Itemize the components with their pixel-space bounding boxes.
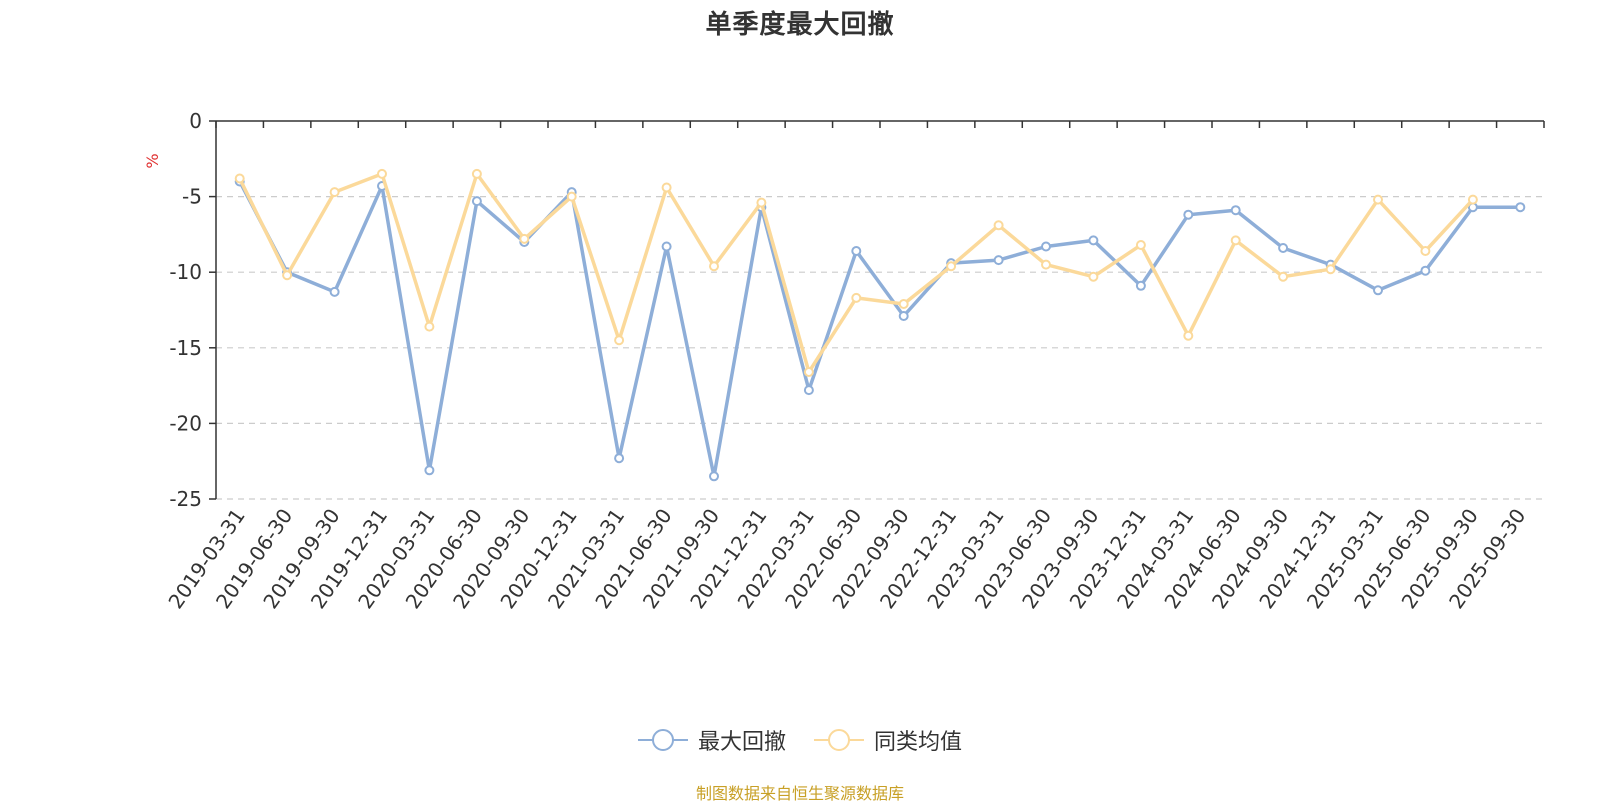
data-point[interactable] [993, 220, 1004, 231]
y-tick-label: -20 [169, 411, 202, 435]
data-point[interactable] [898, 311, 909, 321]
axes: 0-5-10-15-20-252019-03-312019-06-302019-… [163, 109, 1545, 613]
legend-item-max-drawdown[interactable]: 最大回撤 [637, 724, 786, 756]
data-point[interactable] [756, 197, 767, 208]
y-tick-label: -5 [182, 185, 202, 209]
data-point[interactable] [282, 270, 293, 281]
data-point[interactable] [1088, 235, 1099, 246]
y-tick-label: -25 [169, 487, 202, 511]
data-point[interactable] [329, 187, 340, 198]
data-point[interactable] [1325, 264, 1336, 275]
data-point[interactable] [661, 182, 672, 193]
line-chart: 0-5-10-15-20-252019-03-312019-06-302019-… [143, 109, 1545, 613]
data-point[interactable] [1467, 194, 1478, 205]
data-point[interactable] [851, 292, 862, 303]
data-point[interactable] [1183, 209, 1194, 220]
series-peer-average [234, 168, 1478, 377]
data-point[interactable] [614, 453, 625, 464]
data-point[interactable] [1041, 241, 1051, 252]
y-axis-unit-label: % [143, 153, 162, 168]
series-line [237, 179, 1523, 479]
data-point[interactable] [1420, 265, 1431, 276]
legend-item-peer-average[interactable]: 同类均值 [814, 724, 962, 756]
legend-marker-peer-average-icon [814, 729, 864, 751]
legend-marker-max-drawdown-icon [637, 729, 688, 751]
data-point[interactable] [234, 173, 245, 184]
data-point[interactable] [1278, 243, 1289, 253]
data-point[interactable] [1088, 271, 1099, 282]
data-point[interactable] [1515, 202, 1526, 213]
data-point[interactable] [424, 321, 435, 332]
data-point[interactable] [709, 261, 719, 272]
series-lines [234, 168, 1526, 482]
data-point[interactable] [803, 367, 814, 377]
data-point[interactable] [1373, 194, 1383, 205]
data-point[interactable] [1183, 330, 1194, 341]
data-point[interactable] [614, 335, 625, 346]
data-point[interactable] [993, 255, 1004, 266]
data-point[interactable] [1373, 285, 1383, 296]
y-tick-label: -15 [169, 336, 202, 360]
data-point[interactable] [471, 168, 482, 179]
data-point[interactable] [1135, 240, 1146, 250]
data-point[interactable] [1278, 271, 1289, 282]
data-point[interactable] [519, 233, 530, 244]
data-point[interactable] [471, 196, 482, 207]
series-line [237, 172, 1475, 374]
data-point[interactable] [661, 241, 672, 252]
data-point[interactable] [946, 261, 957, 272]
legend-label-peer-average: 同类均值 [874, 730, 963, 755]
data-point[interactable] [803, 385, 814, 396]
data-point[interactable] [377, 168, 387, 179]
data-point[interactable] [566, 191, 577, 202]
data-point[interactable] [1230, 235, 1241, 246]
data-point[interactable] [1041, 259, 1051, 270]
data-point[interactable] [1230, 205, 1241, 216]
grid-lines [216, 196, 1544, 500]
legend-label-max-drawdown: 最大回撤 [697, 730, 786, 755]
data-point[interactable] [424, 465, 435, 476]
data-point[interactable] [1135, 280, 1146, 291]
y-tick-label: -10 [169, 260, 202, 284]
data-point[interactable] [898, 299, 909, 309]
data-source-note: 制图数据来自恒生聚源数据库 [695, 784, 904, 803]
y-tick-label: 0 [189, 109, 202, 133]
data-point[interactable] [851, 246, 862, 256]
data-point[interactable] [1420, 246, 1431, 256]
data-point[interactable] [709, 471, 719, 482]
data-point[interactable] [329, 286, 340, 297]
chart-title: 单季度最大回撤 [705, 10, 895, 40]
legend: 最大回撤 同类均值 [0, 720, 1600, 760]
